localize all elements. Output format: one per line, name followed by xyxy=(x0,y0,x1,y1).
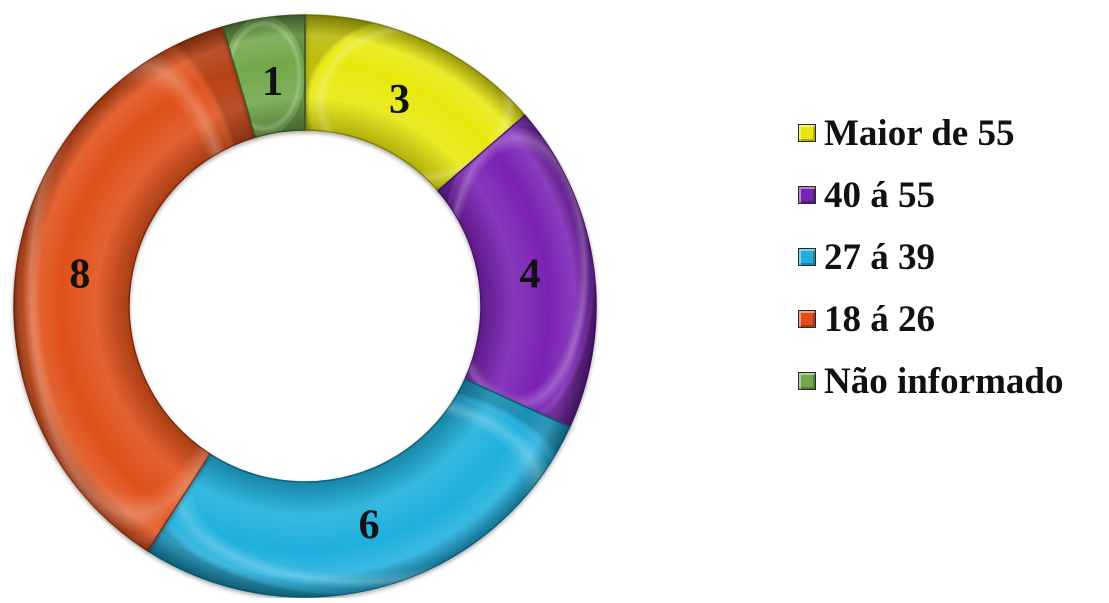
donut-slice-bevel xyxy=(305,15,525,191)
legend-swatch xyxy=(798,186,816,204)
donut-slice-bevel xyxy=(147,379,570,597)
legend-swatch xyxy=(798,248,816,266)
legend-item-18-a-26: 18 á 26 xyxy=(798,298,1063,340)
slice-value-label-27-a-39: 6 xyxy=(359,502,380,548)
legend-item-maior-de-55: Maior de 55 xyxy=(798,112,1063,154)
slice-value-label-maior-de-55: 3 xyxy=(389,77,410,123)
slice-value-label-18-a-26: 8 xyxy=(69,252,90,298)
legend: Maior de 55 40 á 55 27 á 39 18 á 26 Não … xyxy=(798,112,1063,402)
legend-swatch xyxy=(798,310,816,328)
donut-slice-bevel xyxy=(223,14,305,138)
legend-swatch xyxy=(798,372,816,390)
legend-label: Não informado xyxy=(824,360,1064,402)
donut-slice-bevel xyxy=(438,115,596,427)
legend-label: Maior de 55 xyxy=(824,112,1015,154)
legend-item-27-a-39: 27 á 39 xyxy=(798,236,1063,278)
legend-label: 18 á 26 xyxy=(824,298,935,340)
legend-item-40-a-55: 40 á 55 xyxy=(798,174,1063,216)
legend-label: 40 á 55 xyxy=(824,174,935,216)
slice-value-label-nao-informado: 1 xyxy=(262,59,283,105)
legend-item-nao-informado: Não informado xyxy=(798,360,1063,402)
donut-slice-bevel xyxy=(14,26,256,551)
slice-value-label-40-a-55: 4 xyxy=(520,252,541,298)
slices-layer xyxy=(13,14,597,598)
legend-swatch xyxy=(798,124,816,142)
legend-label: 27 á 39 xyxy=(824,236,935,278)
value-labels-layer: 3 4 6 8 1 xyxy=(69,59,540,548)
